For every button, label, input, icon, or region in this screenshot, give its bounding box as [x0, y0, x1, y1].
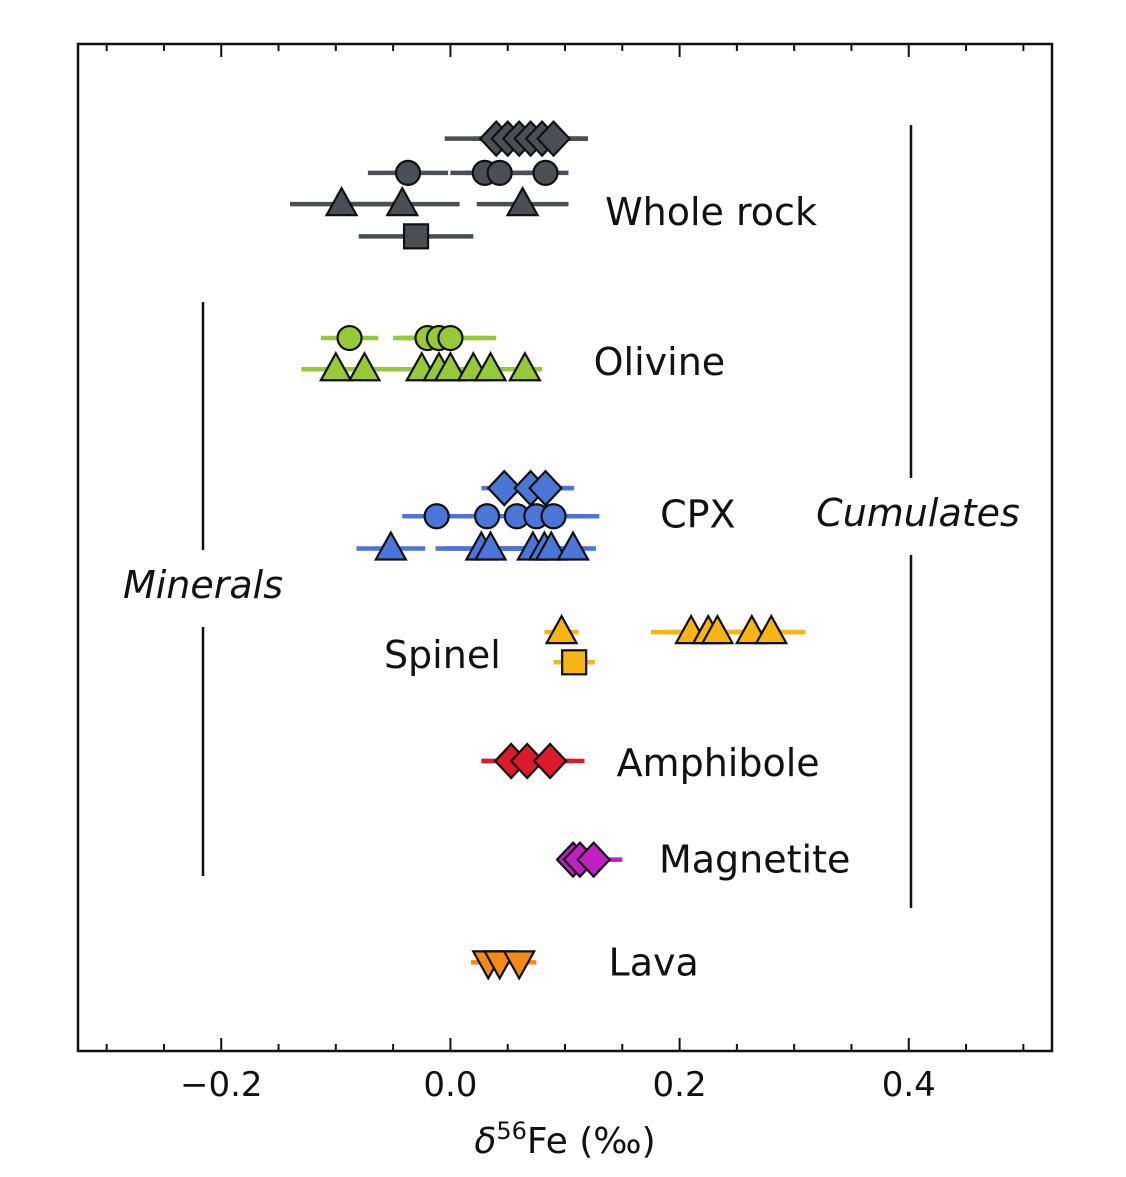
x-tick-label: −0.2 [180, 1065, 263, 1105]
circle-marker [336, 324, 363, 352]
minerals-label: Minerals [123, 563, 283, 607]
triangle-up-marker [754, 613, 789, 645]
circle-marker [437, 324, 464, 352]
group-label: Spinel [384, 633, 501, 677]
cumulates-label: Cumulates [816, 491, 1020, 535]
circle-marker [423, 503, 450, 530]
circle-marker [540, 503, 567, 530]
triangle-up-marker [534, 530, 569, 561]
diamond-marker [509, 742, 545, 780]
x-axis-tick-labels: −0.2 0.0 0.2 0.4 [180, 1065, 936, 1105]
group-label: Amphibole [617, 741, 820, 785]
triangle-up-marker [433, 350, 468, 382]
triangle-up-marker [318, 350, 353, 382]
group-label: CPX [660, 492, 735, 536]
triangle-up-marker [556, 530, 590, 561]
triangle-up-marker [324, 185, 359, 217]
triangle-up-marker [473, 530, 508, 561]
diamond-marker [536, 120, 572, 158]
x-axis-title-rest: Fe (‰) [527, 1121, 656, 1162]
x-tick-label: 0.4 [882, 1065, 936, 1105]
diamond-marker [576, 841, 612, 879]
diamond-marker [532, 742, 568, 780]
circle-marker [532, 159, 559, 186]
circle-marker [486, 159, 513, 186]
diamond-marker [528, 469, 564, 507]
group-label: Olivine [594, 340, 726, 384]
diamond-marker [486, 469, 522, 507]
square-marker [402, 223, 430, 250]
triangle-up-marker [700, 613, 735, 645]
triangle-up-marker [473, 350, 508, 382]
triangle-down-marker [502, 950, 537, 981]
group-labels: Whole rock Olivine CPX Spinel Amphibole Magne… [384, 190, 850, 984]
group-label: Magnetite [659, 838, 850, 882]
circle-marker [394, 159, 422, 186]
x-axis-ticks [105, 44, 1025, 1051]
x-axis-title-superscript: 56 [496, 1117, 527, 1145]
x-tick-label: 0.0 [423, 1065, 477, 1105]
triangle-up-marker [505, 185, 540, 217]
data-markers [318, 120, 789, 981]
triangle-up-marker [544, 613, 579, 645]
circle-marker [473, 503, 501, 530]
group-label: Whole rock [605, 190, 817, 234]
triangle-up-marker [347, 350, 382, 382]
triangle-up-marker [508, 350, 542, 382]
x-axis-title-symbol: δ [474, 1121, 496, 1162]
group-label: Lava [609, 940, 699, 984]
square-marker [561, 649, 588, 676]
x-tick-label: 0.2 [653, 1065, 707, 1105]
x-axis-title: δ56Fe (‰) [474, 1117, 655, 1162]
triangle-up-marker [373, 530, 408, 561]
triangle-up-marker [385, 185, 420, 217]
